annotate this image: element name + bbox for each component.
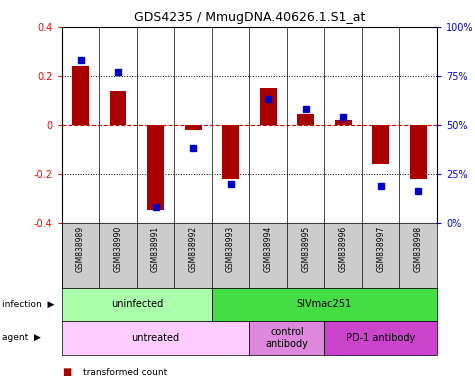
Text: GSM838992: GSM838992 (189, 226, 198, 272)
Bar (335, 120, 352, 125)
Text: transformed count: transformed count (83, 368, 167, 377)
Bar (185, 125, 201, 130)
Text: agent  ▶: agent ▶ (2, 333, 41, 343)
Bar (297, 114, 314, 125)
Text: PD-1 antibody: PD-1 antibody (346, 333, 415, 343)
Bar (372, 125, 389, 164)
Text: ■: ■ (62, 367, 71, 377)
Text: GSM838994: GSM838994 (264, 226, 273, 272)
Bar (249, 321, 324, 355)
Bar (222, 125, 239, 179)
Text: GSM838989: GSM838989 (76, 226, 85, 272)
Text: control
antibody: control antibody (266, 327, 308, 349)
Text: GSM838993: GSM838993 (226, 226, 235, 272)
Text: GSM838990: GSM838990 (114, 226, 123, 272)
Bar (62, 288, 212, 321)
Bar (410, 125, 427, 179)
Text: GSM838998: GSM838998 (414, 226, 423, 272)
Text: untreated: untreated (132, 333, 180, 343)
Text: GSM838995: GSM838995 (301, 226, 310, 272)
Bar (324, 321, 437, 355)
Text: uninfected: uninfected (111, 299, 163, 310)
Text: infection  ▶: infection ▶ (2, 300, 55, 309)
Bar (260, 88, 276, 125)
Text: GSM838991: GSM838991 (151, 226, 160, 272)
Title: GDS4235 / MmugDNA.40626.1.S1_at: GDS4235 / MmugDNA.40626.1.S1_at (133, 11, 365, 24)
Text: GSM838997: GSM838997 (376, 226, 385, 272)
Bar (110, 91, 126, 125)
Text: SIVmac251: SIVmac251 (297, 299, 352, 310)
Bar (62, 321, 249, 355)
Bar (212, 288, 437, 321)
Bar (147, 125, 164, 210)
Text: GSM838996: GSM838996 (339, 226, 348, 272)
Bar (72, 66, 89, 125)
